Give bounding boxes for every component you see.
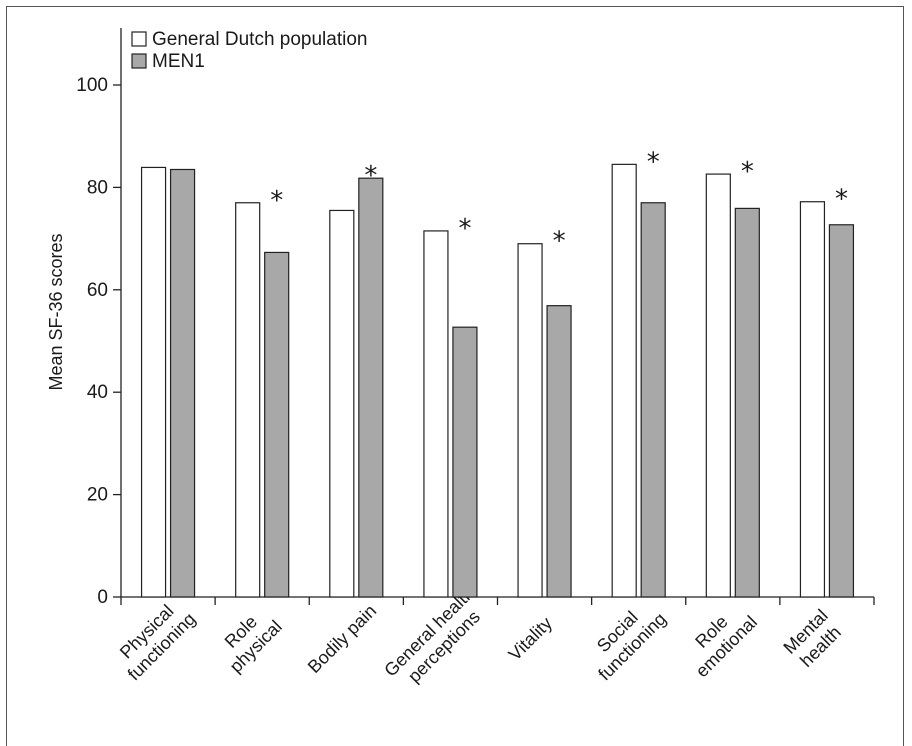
x-category-label: Vitality — [505, 613, 556, 664]
legend-swatch-general-population — [131, 31, 147, 47]
y-tick-label: 0 — [97, 587, 108, 608]
x-category-label: Physicalfunctioning — [109, 594, 200, 685]
bar-men1 — [452, 326, 478, 598]
significance-star: * — [835, 185, 848, 215]
x-category-label: Rolephysical — [211, 602, 286, 677]
significance-star: * — [647, 147, 660, 177]
x-category-label: Mentalhealth — [779, 606, 846, 673]
bar-general-population — [235, 202, 261, 598]
legend-label-men1: MEN1 — [152, 51, 205, 72]
x-axis: Physicalfunctioning Rolephysical Bodily pa… — [109, 583, 875, 695]
bar-men1 — [640, 202, 666, 598]
bar-general-population — [140, 166, 167, 598]
bar-general-population — [799, 201, 826, 598]
x-category-label-line: Bodily pain — [304, 601, 380, 677]
bar-men1 — [264, 251, 290, 598]
bar-men1 — [546, 305, 572, 598]
significance-star: * — [741, 157, 754, 187]
x-category-label: Bodily pain — [304, 601, 380, 677]
bar-general-population — [423, 230, 449, 598]
bars — [140, 163, 855, 598]
significance-star: * — [553, 227, 566, 257]
significance-star: * — [458, 214, 471, 244]
y-tick-label: 20 — [87, 485, 108, 506]
bar-men1 — [358, 177, 384, 598]
y-tick-label: 100 — [76, 75, 108, 96]
y-axis-title: Mean SF-36 scores — [46, 233, 66, 390]
legend-label-general-population: General Dutch population — [152, 29, 367, 50]
x-category-label: Socialfunctioning — [580, 594, 671, 685]
y-tick-label: 80 — [87, 177, 108, 198]
bar-general-population — [517, 243, 543, 598]
significance-star: * — [270, 186, 283, 216]
bar-men1 — [169, 168, 196, 598]
x-category-label: General healthperceptions — [380, 583, 492, 695]
y-axis: 0 20 40 60 80 100 — [76, 28, 122, 608]
x-category-label-line: Vitality — [505, 613, 556, 664]
y-tick-label: 40 — [87, 382, 108, 403]
significance-markers: * * * * * * * — [270, 147, 848, 256]
bar-general-population — [705, 173, 731, 598]
figure-frame — [6, 6, 904, 746]
legend-swatch-men1 — [131, 53, 147, 69]
x-category-label: Roleemotional — [677, 597, 761, 681]
y-tick-label: 60 — [87, 280, 108, 301]
bar-men1 — [828, 224, 855, 598]
bar-general-population — [329, 209, 355, 598]
significance-star: * — [364, 161, 377, 191]
bar-men1 — [734, 207, 760, 598]
bar-general-population — [611, 163, 637, 598]
